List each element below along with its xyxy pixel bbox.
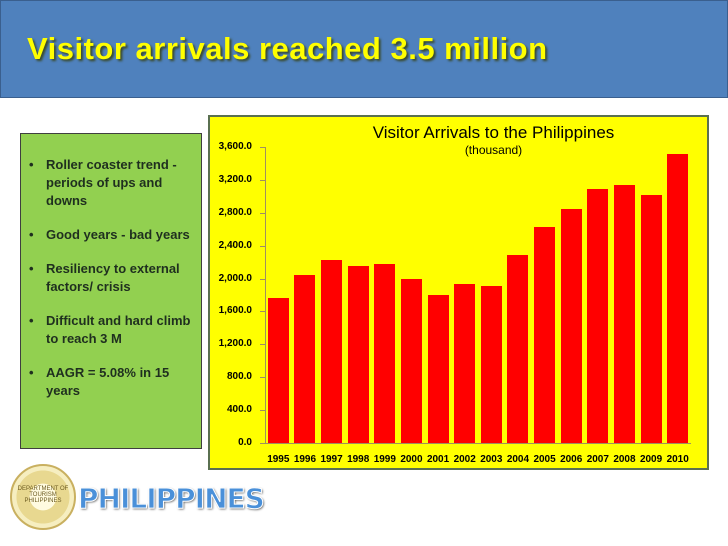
bar-2004 <box>507 254 529 443</box>
bullet-dot-icon: • <box>29 227 34 242</box>
slide-title: Visitor arrivals reached 3.5 million <box>27 31 548 66</box>
bar-2008 <box>613 184 635 443</box>
bullet-text: Roller coaster trend - periods of ups an… <box>46 157 177 208</box>
bullet-list: • Roller coaster trend - periods of ups a… <box>21 134 201 400</box>
dot-seal-logo: DEPARTMENT OF TOURISM PHILIPPINES <box>10 464 76 530</box>
y-tick-mark <box>260 278 265 280</box>
x-tick-label: 1999 <box>373 454 396 465</box>
bullet-dot-icon: • <box>29 261 34 276</box>
y-tick-mark <box>260 377 265 379</box>
y-tick-label: 0.0 <box>238 437 252 448</box>
bullet-dot-icon: • <box>29 365 34 380</box>
y-tick-label: 400.0 <box>226 404 252 416</box>
x-tick-label: 1998 <box>347 454 370 465</box>
x-tick-label: 2004 <box>506 454 530 465</box>
bullet-text: Resiliency to external factors/ crisis <box>46 261 180 294</box>
y-tick-label: 2,400.0 <box>218 239 252 251</box>
bullet-text: Good years - bad years <box>46 227 190 242</box>
bar-1996 <box>294 274 316 443</box>
bullet-text: Difficult and hard climb to reach 3 M <box>46 313 191 346</box>
bullet-item: • Difficult and hard climb to reach 3 M <box>29 312 197 348</box>
bullet-text: AAGR = 5.08% in 15 years <box>46 365 170 398</box>
bar-1999 <box>374 264 396 443</box>
bar-1997 <box>321 260 343 443</box>
bar-2010 <box>667 153 689 443</box>
y-axis <box>265 147 266 443</box>
philippines-banner-logo: PHILIPPINES <box>78 482 300 518</box>
x-tick-label: 2010 <box>666 454 689 465</box>
y-tick-mark <box>260 410 265 412</box>
y-tick-label: 2,000.0 <box>218 272 252 284</box>
x-tick-label: 2001 <box>426 454 450 465</box>
y-tick-mark <box>260 311 265 313</box>
bullet-panel: • Roller coaster trend - periods of ups a… <box>20 133 202 449</box>
bar-2002 <box>454 284 476 443</box>
bar-chart: Visitor Arrivals to the Philippines (tho… <box>208 115 709 470</box>
seal-text: DEPARTMENT OF TOURISM PHILIPPINES <box>17 486 69 504</box>
bar-2000 <box>400 279 422 443</box>
y-tick-label: 2,800.0 <box>218 206 252 218</box>
x-tick-label: 2006 <box>560 454 583 465</box>
bullet-dot-icon: • <box>29 157 34 172</box>
bullet-dot-icon: • <box>29 313 34 328</box>
y-tick-mark <box>260 179 265 181</box>
slide-header: Visitor arrivals reached 3.5 million <box>0 0 728 98</box>
bar-2007 <box>587 188 609 443</box>
bullet-item: • Good years - bad years <box>29 226 197 244</box>
bar-2001 <box>427 295 449 443</box>
bar-2003 <box>480 286 502 443</box>
x-tick-label: 2007 <box>586 454 609 465</box>
y-tick-label: 3,600.0 <box>218 141 252 152</box>
x-tick-label: 2009 <box>639 454 663 465</box>
bullet-item: • Resiliency to external factors/ crisis <box>29 260 197 296</box>
y-tick-mark <box>260 212 265 214</box>
x-tick-label: 2008 <box>613 454 636 465</box>
chart-title: Visitor Arrivals to the Philippines <box>372 123 615 142</box>
x-tick-label: 2003 <box>480 454 503 465</box>
bar-2005 <box>534 227 556 443</box>
x-tick-label: 1995 <box>267 454 290 465</box>
x-axis <box>265 443 691 444</box>
bar-1998 <box>347 266 369 443</box>
y-tick-label: 3,200.0 <box>218 173 252 185</box>
y-tick-mark <box>260 344 265 346</box>
y-tick-label: 1,200.0 <box>218 338 252 350</box>
bar-1995 <box>267 298 289 443</box>
chart-subtitle: (thousand) <box>464 143 523 157</box>
x-tick-label: 1996 <box>293 454 317 465</box>
y-tick-label: 1,600.0 <box>218 305 252 317</box>
y-tick-mark <box>260 147 265 148</box>
x-tick-label: 2000 <box>400 454 423 465</box>
x-tick-label: 1997 <box>320 454 343 465</box>
banner-text: PHILIPPINES <box>78 482 266 516</box>
footer-logos: DEPARTMENT OF TOURISM PHILIPPINES PHILIP… <box>0 460 320 546</box>
bullet-item: • Roller coaster trend - periods of ups a… <box>29 156 197 210</box>
bar-2009 <box>640 194 662 443</box>
x-tick-label: 2005 <box>533 454 556 465</box>
bar-2006 <box>560 209 582 443</box>
y-tick-label: 800.0 <box>226 371 252 383</box>
bullet-item: • AAGR = 5.08% in 15 years <box>29 364 197 400</box>
y-tick-mark <box>260 443 265 444</box>
x-tick-label: 2002 <box>453 454 476 465</box>
y-tick-mark <box>260 245 265 247</box>
